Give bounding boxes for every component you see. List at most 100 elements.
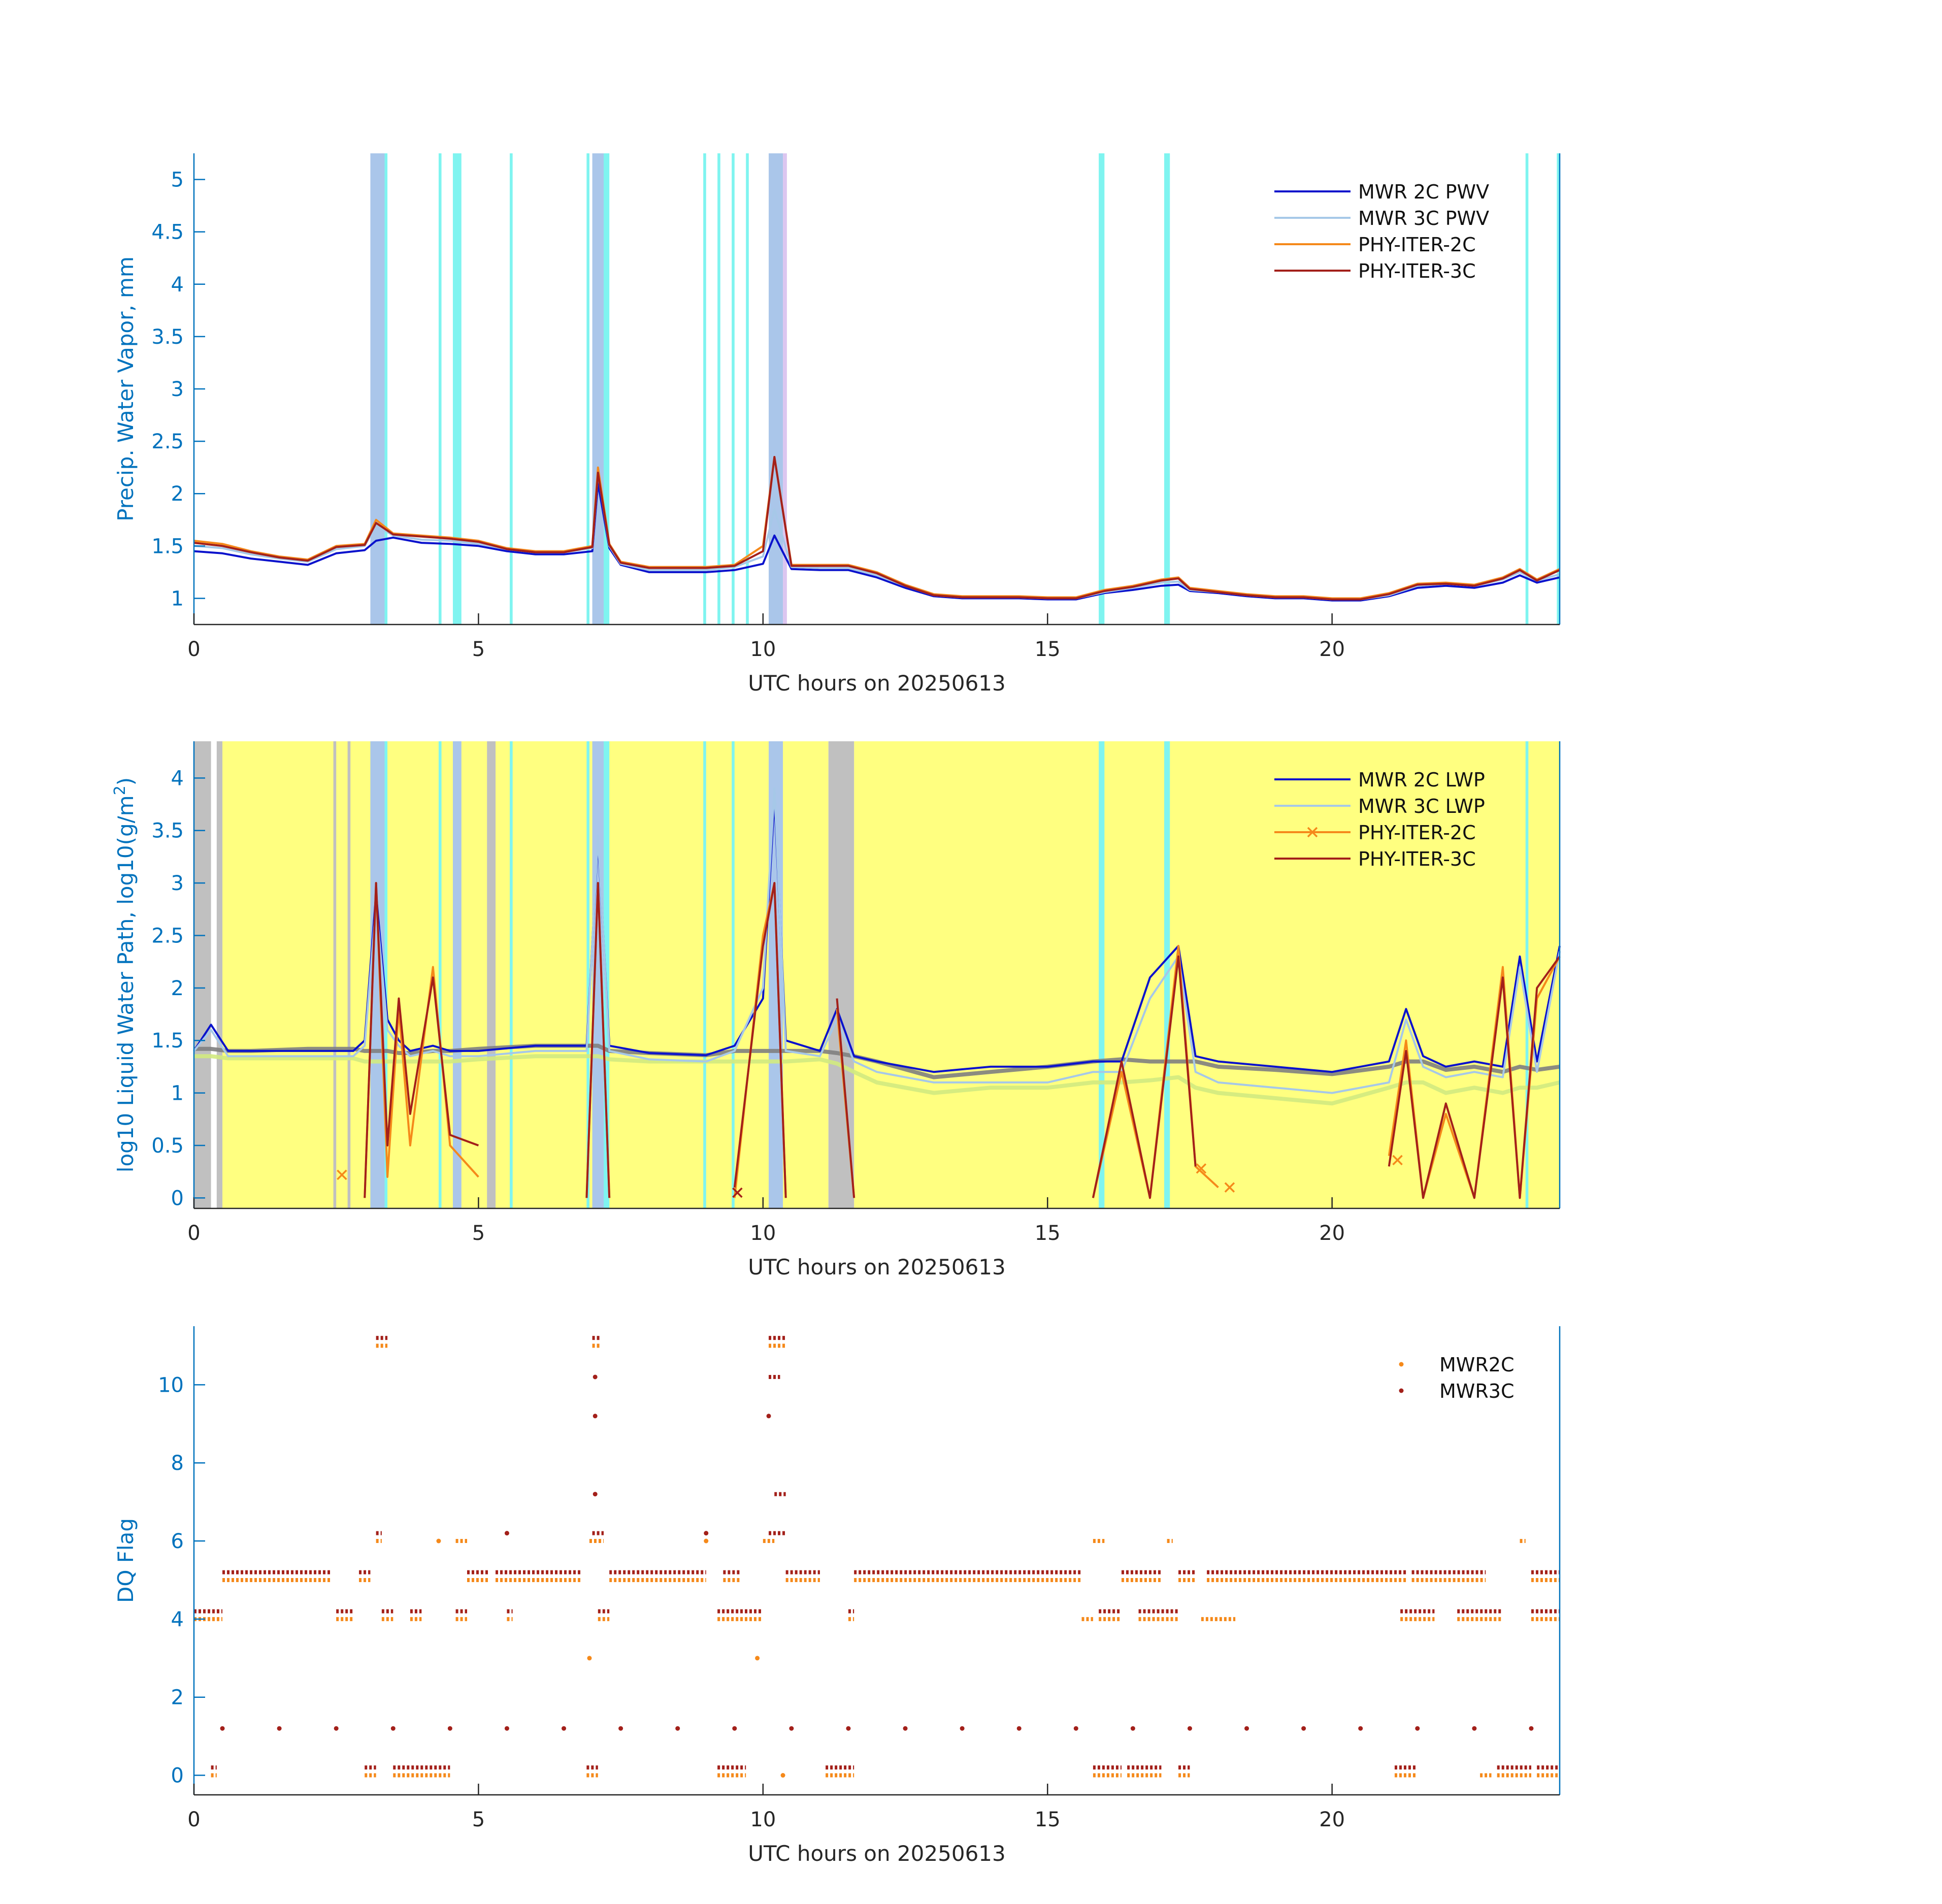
legend-swatch-0: [1399, 1362, 1404, 1367]
y-tick-label-3: 2.5: [151, 430, 184, 453]
shade-band-3-6: [732, 741, 735, 1208]
shade-band-3-7: [1099, 741, 1105, 1208]
dq-x-axis-label: UTC hours on 20250613: [748, 1841, 1006, 1866]
shade-band-3-2: [510, 741, 513, 1208]
mwr3c-point-7: [390, 1726, 396, 1731]
shade-band-1-3: [333, 741, 337, 1208]
lwp-legend: MWR 2C LWP MWR 3C LWP PHY-ITER-2C PHY-ITER-…: [1274, 769, 1485, 870]
x-tick-label-0: 0: [187, 1808, 200, 1831]
shade-band-1-11: [1164, 153, 1170, 625]
legend-label-3: PHY-ITER-3C: [1358, 848, 1476, 870]
lwp-markers: [337, 1155, 1403, 1198]
mwr3c-point-25: [1415, 1726, 1420, 1731]
legend-label-1: MWR 3C PWV: [1358, 207, 1489, 229]
mwr3c-point-21: [1187, 1726, 1192, 1731]
shade-band-3-0: [384, 741, 388, 1208]
x-marker-3: [1224, 1182, 1235, 1193]
y-tick-label-4: 3: [171, 378, 184, 401]
x-tick-label-0: 0: [187, 1222, 200, 1245]
lwp-y-axis-label: log10 Liquid Water Path, log10(g/m2): [111, 777, 138, 1172]
lwp-x-ticks: 0 5 10 15 20: [187, 1197, 1345, 1245]
pwv-x-axis-label: UTC hours on 20250613: [748, 671, 1006, 696]
mwr2c-point-4: [704, 1538, 709, 1544]
lwp-flag-shading: [194, 741, 1560, 1208]
y-tick-label-7: 3.5: [151, 819, 184, 843]
mwr3c-point-8: [447, 1726, 452, 1731]
shade-band-1-0: [384, 153, 388, 625]
legend-label-2: PHY-ITER-2C: [1358, 234, 1476, 256]
y-tick-label-4: 8: [171, 1452, 184, 1475]
pwv-y-ticks: 1 1.5 2 2.5 3 3.5 4 4.5 5: [151, 169, 205, 610]
shade-band-1-2: [487, 741, 496, 1208]
shade-band-3-1: [438, 741, 442, 1208]
mwr2c-point-1: [755, 1656, 760, 1661]
mwr3c-point-28: [704, 1531, 709, 1536]
shade-band-3-5: [703, 741, 706, 1208]
shade-band-2-0: [783, 153, 787, 625]
mwr3c-point-14: [789, 1726, 794, 1731]
x-tick-label-0: 0: [187, 638, 200, 661]
x-tick-label-2: 10: [750, 1808, 776, 1831]
mwr3c-point-5: [277, 1726, 282, 1731]
shade-band-1-13: [1557, 153, 1560, 625]
y-tick-label-1: 0.5: [151, 1134, 184, 1158]
mwr3c-point-0: [593, 1374, 598, 1380]
background-series-line-0: [194, 1054, 1560, 1106]
legend-label-2: PHY-ITER-2C: [1358, 822, 1476, 844]
mwr3c-point-23: [1301, 1726, 1306, 1731]
shade-band-3-9: [1525, 741, 1529, 1208]
legend-label-0: MWR 2C PWV: [1358, 181, 1489, 203]
x-tick-label-2: 10: [750, 1222, 776, 1245]
mwr3c-point-15: [846, 1726, 851, 1731]
y-tick-label-5: 3.5: [151, 325, 184, 349]
y-tick-label-1: 2: [171, 1686, 184, 1710]
mwr3c-point-6: [334, 1726, 339, 1731]
pwv-flag-shading: [370, 153, 1560, 625]
shade-band-3-4: [604, 741, 610, 1208]
x-tick-label-4: 20: [1319, 638, 1345, 661]
legend-label-1: MWR3C: [1439, 1380, 1514, 1402]
x-marker-1: [732, 1187, 743, 1198]
lwp-y-label-main: log10 Liquid Water Path, log10(g/m: [113, 795, 138, 1172]
mwr2c-point-0: [587, 1656, 592, 1661]
y-tick-label-7: 4.5: [151, 221, 184, 244]
dq-legend: MWR2C MWR3C: [1399, 1354, 1514, 1402]
pwv-legend: MWR 2C PWV MWR 3C PWV PHY-ITER-2C PHY-ITER-…: [1274, 181, 1489, 282]
y-tick-label-0: 1: [171, 587, 184, 610]
x-marker-2: [1196, 1163, 1207, 1174]
x-tick-label-3: 15: [1035, 638, 1061, 661]
mwr3c-point-3: [766, 1414, 771, 1419]
mwr3c-point-26: [1472, 1726, 1477, 1731]
lwp-series: [193, 787, 1561, 1199]
y-tick-label-2: 4: [171, 1608, 184, 1631]
shade-band-1-9: [746, 153, 749, 625]
shade-band-1-10: [1099, 153, 1105, 625]
y-tick-label-8: 4: [171, 767, 184, 790]
shade-band-1-7: [717, 153, 720, 625]
x-marker-0: [337, 1169, 347, 1180]
legend-label-3: PHY-ITER-3C: [1358, 260, 1476, 282]
series-line-mwr-2c-pwv: [193, 482, 1560, 602]
dq-panel: 0 5 10 15 20 0 2 4 6 8 10 UTC hours on 20250613 D…: [113, 1326, 1561, 1866]
shade-band-1-4: [586, 153, 589, 625]
y-tick-label-1: 1.5: [151, 535, 184, 558]
mwr3c-point-16: [903, 1726, 908, 1731]
background-series-line-1: [194, 1043, 1560, 1079]
mwr3c-point-10: [562, 1726, 567, 1731]
shade-band-2-1: [592, 741, 604, 1208]
x-marker-4: [1392, 1155, 1403, 1166]
y-tick-label-0: 0: [171, 1764, 184, 1788]
x-tick-label-1: 5: [472, 1222, 485, 1245]
lwp-background-series: [194, 1043, 1560, 1106]
mwr2c-point-2: [780, 1773, 785, 1778]
pwv-x-ticks: 0 5 10 15 20: [187, 613, 1345, 661]
shade-band-0-2: [769, 153, 783, 625]
x-tick-label-1: 5: [472, 1808, 485, 1831]
lwp-y-label-superscript: 2: [111, 785, 129, 795]
y-tick-label-3: 1.5: [151, 1029, 184, 1053]
legend-label-0: MWR 2C LWP: [1358, 769, 1485, 791]
pwv-y-axis-label: Precip. Water Vapor, mm: [113, 256, 138, 521]
shade-band-1-5: [604, 153, 610, 625]
y-tick-label-5: 10: [158, 1373, 184, 1397]
